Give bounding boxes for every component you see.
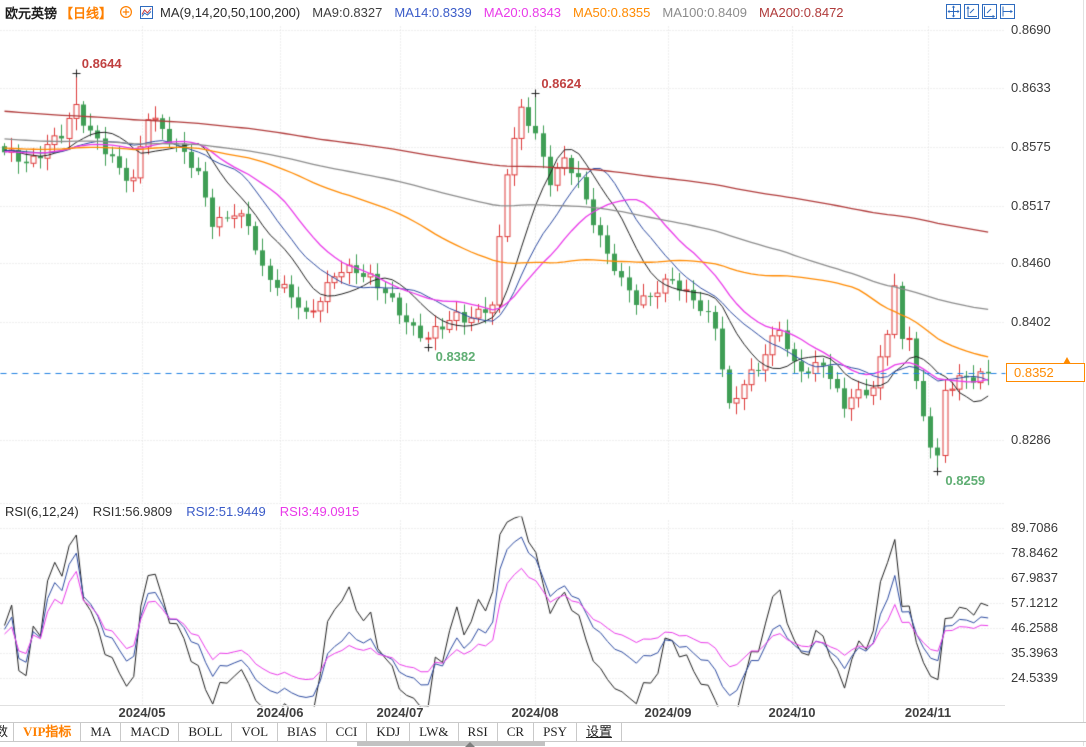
price-tick-label: 0.8460 xyxy=(1011,255,1051,271)
chart-header: 欧元英镑 【日线】 MA(9,14,20,50,100,200) MA9:0.8… xyxy=(5,3,844,21)
ma50-value: MA50:0.8355 xyxy=(573,4,651,20)
ma100-value: MA100:0.8409 xyxy=(662,4,747,20)
rsi-tick-label: 67.9837 xyxy=(1011,570,1058,585)
panel-divider xyxy=(0,705,1005,706)
tab-cci[interactable]: CCI xyxy=(327,723,368,741)
scale-y-axis-icon[interactable] xyxy=(964,4,979,19)
ma-group-label: MA(9,14,20,50,100,200) xyxy=(160,4,301,20)
rsi3-value: RSI3:49.0915 xyxy=(279,504,360,519)
tab-vip-indicators[interactable]: VIP指标 xyxy=(14,723,82,741)
current-price-arrow-icon xyxy=(1062,352,1072,366)
toolbar-spacer xyxy=(622,723,1086,741)
x-axis-label: 2024/09 xyxy=(644,705,692,720)
tab-lw[interactable]: LW& xyxy=(410,723,459,741)
ma9-value: MA9:0.8327 xyxy=(312,4,383,20)
tab-macd[interactable]: MACD xyxy=(121,723,180,741)
rsi-tick-label: 89.7086 xyxy=(1011,520,1058,535)
tab-clipped[interactable]: 数 xyxy=(0,723,14,741)
rsi-tick-label: 78.8462 xyxy=(1011,545,1058,560)
scale-x-axis-icon[interactable] xyxy=(982,4,997,19)
price-annotation: 0.8259 xyxy=(945,473,986,489)
shift-x-axis-icon[interactable] xyxy=(1000,4,1015,19)
symbol-name: 欧元英镑 xyxy=(5,5,58,21)
tab-settings[interactable]: 设置 xyxy=(577,723,622,741)
price-annotation: 0.8624 xyxy=(541,75,582,91)
rsi-tick-label: 35.3963 xyxy=(1011,645,1058,661)
tab-vol[interactable]: VOL xyxy=(232,723,279,741)
ma200-value: MA200:0.8472 xyxy=(758,4,844,20)
current-price-label: 0.8352 xyxy=(1006,363,1085,382)
price-annotation: 0.8644 xyxy=(81,55,122,71)
add-indicator-icon[interactable] xyxy=(119,5,133,19)
rsi1-value: RSI1:56.9809 xyxy=(92,504,173,519)
pan-crosshair-icon[interactable] xyxy=(946,4,961,19)
x-axis-label: 2024/08 xyxy=(511,705,559,720)
horizontal-scrollbar-thumb[interactable] xyxy=(357,741,545,747)
tab-ma[interactable]: MA xyxy=(81,723,122,741)
rsi-tick-label: 24.5339 xyxy=(1011,670,1058,686)
x-axis-label: 2024/11 xyxy=(904,705,952,720)
ma14-value: MA14:0.8339 xyxy=(394,4,472,20)
period-label: 【日线】 xyxy=(60,5,113,21)
tab-cr[interactable]: CR xyxy=(498,723,535,741)
rsi2-value: RSI2:51.9449 xyxy=(186,504,266,519)
indicator-toolbar: 数 VIP指标 MA MACD BOLL VOL BIAS CCI KDJ LW… xyxy=(0,722,1086,742)
rsi-tick-label: 46.2588 xyxy=(1011,620,1058,636)
price-tick-label: 0.8402 xyxy=(1011,314,1051,330)
price-tick-label: 0.8575 xyxy=(1011,138,1051,154)
x-axis-label: 2024/07 xyxy=(376,705,424,720)
x-axis-label: 2024/06 xyxy=(256,705,304,720)
tab-rsi[interactable]: RSI xyxy=(459,723,498,741)
price-tick-label: 0.8517 xyxy=(1011,197,1051,213)
tab-boll[interactable]: BOLL xyxy=(179,723,233,741)
tab-psy[interactable]: PSY xyxy=(534,723,577,741)
x-axis-label: 2024/05 xyxy=(118,705,166,720)
ma20-value: MA20:0.8343 xyxy=(483,4,562,20)
price-annotation: 0.8382 xyxy=(435,348,476,364)
rsi-params-label: RSI(6,12,24) xyxy=(5,504,79,519)
chart-type-icon[interactable] xyxy=(140,5,154,19)
price-tick-label: 0.8690 xyxy=(1011,22,1051,37)
price-tick-label: 0.8633 xyxy=(1011,79,1051,95)
rsi-tick-label: 57.1212 xyxy=(1011,595,1058,611)
price-tick-label: 0.8286 xyxy=(1011,431,1051,447)
chart-tools xyxy=(946,4,1015,19)
tab-bias[interactable]: BIAS xyxy=(278,723,327,741)
x-axis-label: 2024/10 xyxy=(768,705,816,720)
rsi-header: RSI(6,12,24) RSI1:56.9809 RSI2:51.9449 R… xyxy=(5,504,359,519)
tab-kdj[interactable]: KDJ xyxy=(367,723,411,741)
